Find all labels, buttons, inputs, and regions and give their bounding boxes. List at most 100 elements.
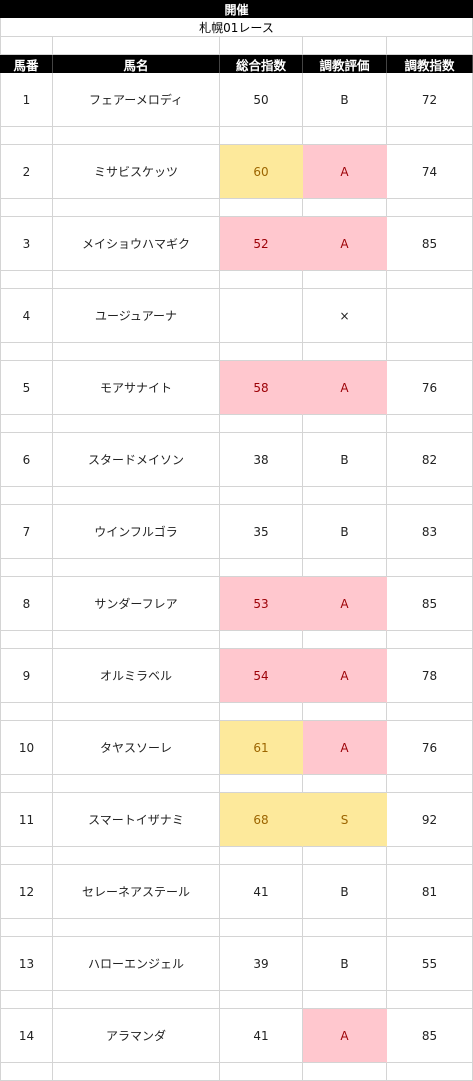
spacer-cell[interactable] (220, 991, 303, 1009)
cell-total-index[interactable]: 54 (220, 649, 303, 703)
cell-training-index[interactable] (387, 289, 473, 343)
cell-training-grade[interactable]: B (303, 865, 387, 919)
cell-horse-name[interactable]: ユージュアーナ (53, 289, 220, 343)
cell-horse-name[interactable]: メイショウハマギク (53, 217, 220, 271)
cell-total-index[interactable]: 60 (220, 145, 303, 199)
cell-horse-number[interactable]: 7 (0, 505, 53, 559)
spacer-cell[interactable] (0, 703, 53, 721)
spacer-cell[interactable] (220, 1063, 303, 1081)
spacer-cell[interactable] (303, 631, 387, 649)
spacer-cell[interactable] (220, 487, 303, 505)
cell-training-grade[interactable]: S (303, 793, 387, 847)
cell-training-index[interactable]: 85 (387, 217, 473, 271)
spacer-cell[interactable] (387, 199, 473, 217)
header-horse-name[interactable]: 馬名 (53, 55, 220, 73)
cell-training-index[interactable]: 76 (387, 361, 473, 415)
cell-horse-number[interactable]: 8 (0, 577, 53, 631)
spacer-cell[interactable] (0, 271, 53, 289)
cell-total-index[interactable]: 52 (220, 217, 303, 271)
spacer-cell[interactable] (53, 343, 220, 361)
spacer-cell[interactable] (303, 703, 387, 721)
spacer-cell[interactable] (0, 127, 53, 145)
cell-horse-name[interactable]: サンダーフレア (53, 577, 220, 631)
spacer-cell[interactable] (220, 775, 303, 793)
spacer-cell[interactable] (387, 1063, 473, 1081)
spacer-cell[interactable] (303, 559, 387, 577)
spacer-cell[interactable] (53, 631, 220, 649)
spacer-cell[interactable] (387, 703, 473, 721)
cell-training-grade[interactable]: A (303, 145, 387, 199)
cell-total-index[interactable]: 41 (220, 865, 303, 919)
spacer-cell[interactable] (303, 775, 387, 793)
cell-training-index[interactable]: 85 (387, 577, 473, 631)
cell-horse-number[interactable]: 5 (0, 361, 53, 415)
spacer-cell[interactable] (220, 559, 303, 577)
blank-cell[interactable] (0, 37, 53, 55)
spacer-cell[interactable] (53, 127, 220, 145)
cell-horse-number[interactable]: 10 (0, 721, 53, 775)
spacer-cell[interactable] (0, 415, 53, 433)
spacer-cell[interactable] (0, 343, 53, 361)
cell-total-index[interactable]: 50 (220, 73, 303, 127)
spacer-cell[interactable] (53, 1063, 220, 1081)
spacer-cell[interactable] (53, 919, 220, 937)
cell-training-grade[interactable]: A (303, 1009, 387, 1063)
spacer-cell[interactable] (303, 991, 387, 1009)
cell-training-index[interactable]: 82 (387, 433, 473, 487)
cell-horse-number[interactable]: 4 (0, 289, 53, 343)
cell-horse-name[interactable]: ハローエンジェル (53, 937, 220, 991)
cell-horse-number[interactable]: 3 (0, 217, 53, 271)
cell-training-index[interactable]: 81 (387, 865, 473, 919)
spacer-cell[interactable] (0, 991, 53, 1009)
cell-training-grade[interactable]: A (303, 577, 387, 631)
spacer-cell[interactable] (303, 271, 387, 289)
cell-horse-name[interactable]: モアサナイト (53, 361, 220, 415)
spacer-cell[interactable] (387, 343, 473, 361)
spacer-cell[interactable] (387, 559, 473, 577)
blank-cell[interactable] (303, 37, 387, 55)
cell-training-grade[interactable]: B (303, 505, 387, 559)
cell-total-index[interactable]: 58 (220, 361, 303, 415)
spacer-cell[interactable] (53, 487, 220, 505)
cell-training-index[interactable]: 78 (387, 649, 473, 703)
spacer-cell[interactable] (220, 631, 303, 649)
cell-training-grade[interactable]: B (303, 73, 387, 127)
spacer-cell[interactable] (0, 775, 53, 793)
cell-training-grade[interactable]: B (303, 433, 387, 487)
spacer-cell[interactable] (0, 1063, 53, 1081)
cell-total-index[interactable] (220, 289, 303, 343)
cell-training-grade[interactable]: A (303, 649, 387, 703)
spacer-cell[interactable] (387, 631, 473, 649)
cell-horse-number[interactable]: 9 (0, 649, 53, 703)
spacer-cell[interactable] (387, 847, 473, 865)
blank-cell[interactable] (387, 37, 473, 55)
header-horse-number[interactable]: 馬番 (0, 55, 53, 73)
header-training-grade[interactable]: 調教評価 (303, 55, 387, 73)
spacer-cell[interactable] (220, 343, 303, 361)
spacer-cell[interactable] (387, 919, 473, 937)
cell-horse-name[interactable]: タヤスソーレ (53, 721, 220, 775)
spacer-cell[interactable] (220, 703, 303, 721)
spacer-cell[interactable] (387, 127, 473, 145)
cell-training-index[interactable]: 76 (387, 721, 473, 775)
spacer-cell[interactable] (387, 991, 473, 1009)
cell-training-index[interactable]: 85 (387, 1009, 473, 1063)
spacer-cell[interactable] (0, 631, 53, 649)
cell-horse-name[interactable]: フェアーメロディ (53, 73, 220, 127)
cell-training-index[interactable]: 55 (387, 937, 473, 991)
spacer-cell[interactable] (220, 271, 303, 289)
cell-horse-number[interactable]: 2 (0, 145, 53, 199)
cell-horse-name[interactable]: セレーネアステール (53, 865, 220, 919)
cell-horse-name[interactable]: ウインフルゴラ (53, 505, 220, 559)
spacer-cell[interactable] (0, 559, 53, 577)
spacer-cell[interactable] (53, 847, 220, 865)
spacer-cell[interactable] (53, 559, 220, 577)
cell-total-index[interactable]: 39 (220, 937, 303, 991)
cell-horse-number[interactable]: 1 (0, 73, 53, 127)
spacer-cell[interactable] (303, 127, 387, 145)
spacer-cell[interactable] (53, 775, 220, 793)
spacer-cell[interactable] (220, 127, 303, 145)
cell-training-index[interactable]: 72 (387, 73, 473, 127)
cell-training-index[interactable]: 74 (387, 145, 473, 199)
spacer-cell[interactable] (0, 847, 53, 865)
